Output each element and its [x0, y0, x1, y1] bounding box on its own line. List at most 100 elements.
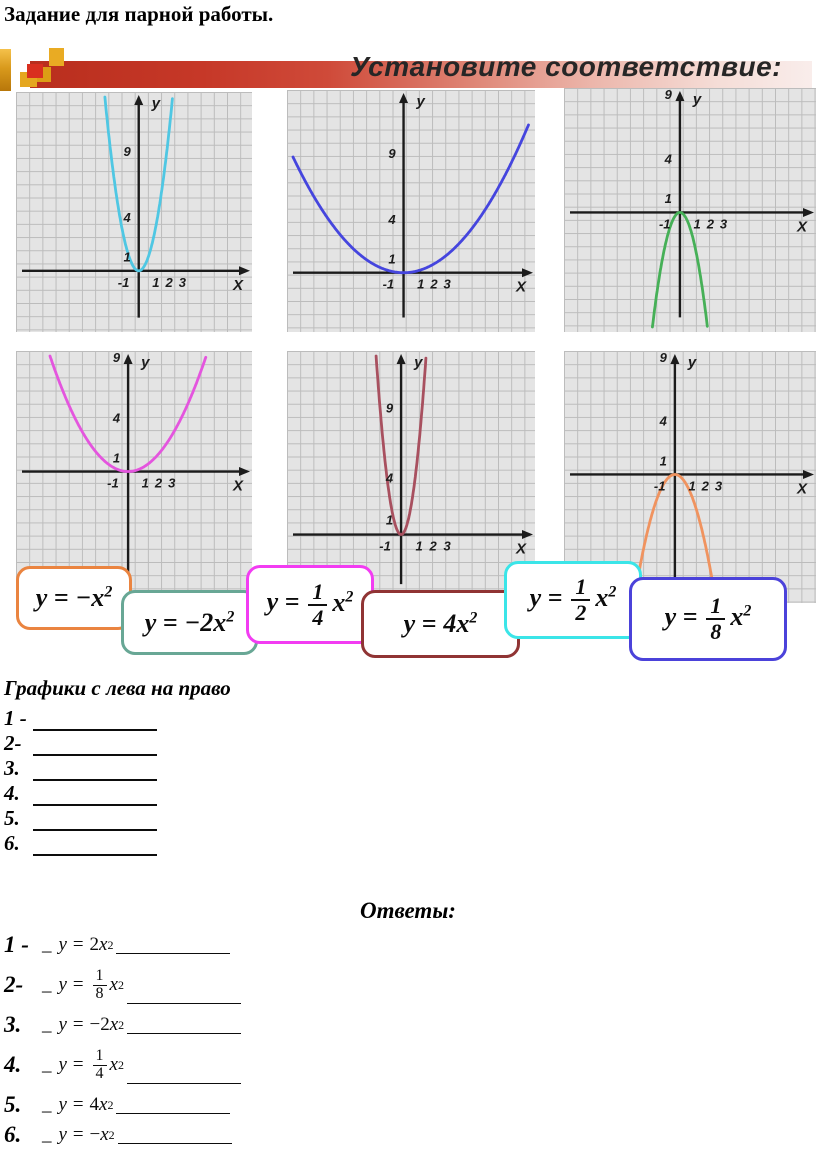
svg-text:1: 1	[694, 216, 701, 231]
svg-text:4: 4	[385, 471, 394, 486]
svg-text:X: X	[796, 480, 808, 497]
graph-list-item: 1 -	[4, 706, 424, 731]
item-number: 1 -	[4, 706, 27, 730]
item-number: 3.	[4, 1012, 22, 1037]
item-number: 6.	[4, 1122, 22, 1147]
card-equation: y = 4x2	[403, 609, 478, 638]
equation-card-4: y = 4x2	[361, 590, 520, 658]
blank-answer-line	[33, 709, 157, 731]
item-number: 4.	[4, 1052, 22, 1077]
svg-text:2: 2	[701, 478, 710, 493]
banner-gradient-bar	[30, 61, 812, 88]
item-number: 3.	[4, 756, 20, 780]
graph-list-item: 4.	[4, 781, 424, 806]
answer-equation: y = −2 x 2	[58, 1014, 125, 1035]
equation-card-2: y = −2x2	[121, 590, 258, 655]
svg-text:y: y	[151, 95, 161, 112]
svg-text:-1: -1	[659, 216, 671, 231]
svg-text:1: 1	[152, 275, 159, 290]
svg-text:3: 3	[168, 476, 176, 491]
answer-item: 5. _ y = 4 x 2	[4, 1090, 812, 1120]
svg-text:y: y	[687, 354, 697, 371]
svg-text:1: 1	[142, 476, 149, 491]
item-number: 5.	[4, 806, 20, 830]
answer-item: 3. _ y = −2 x 2	[4, 1010, 812, 1040]
blank-mark: _	[42, 1094, 52, 1115]
svg-text:3: 3	[444, 277, 452, 292]
svg-text:X: X	[232, 478, 244, 495]
blank-answer-line	[116, 1099, 231, 1114]
svg-text:-1: -1	[383, 277, 395, 292]
banner-red-square-decoration	[27, 64, 43, 78]
answers-heading: Ответы:	[360, 898, 456, 923]
blank-answer-line	[33, 834, 157, 856]
equation-card-1: y = −x2	[16, 566, 132, 630]
answer-equation: y = 1 8 x 2	[58, 966, 124, 1002]
card-equation: y = 1 2 x2	[529, 574, 617, 625]
blank-answer-line	[126, 1069, 241, 1084]
blank-mark: _	[42, 1124, 52, 1145]
card-equation: y = −2x2	[144, 607, 235, 637]
graph-list-item: 3.	[4, 756, 424, 781]
svg-text:X: X	[515, 279, 527, 296]
svg-text:9: 9	[113, 351, 121, 365]
svg-text:4: 4	[112, 411, 121, 426]
svg-text:4: 4	[664, 152, 673, 167]
svg-text:y: y	[413, 354, 423, 371]
blank-answer-line	[127, 1019, 242, 1034]
svg-text:1: 1	[417, 277, 424, 292]
item-number: 1 -	[4, 932, 29, 957]
answer-item: 6. _ y = − x 2	[4, 1120, 812, 1150]
svg-text:3: 3	[443, 539, 451, 554]
svg-text:4: 4	[659, 414, 668, 429]
svg-text:-1: -1	[118, 275, 130, 290]
svg-text:9: 9	[123, 144, 131, 159]
answer-equation: y = 2 x 2	[58, 934, 114, 955]
svg-text:2: 2	[154, 476, 163, 491]
page-title: Задание для парной работы.	[4, 2, 274, 26]
svg-text:1: 1	[113, 450, 120, 465]
svg-text:1: 1	[123, 250, 130, 265]
blank-mark: _	[42, 934, 52, 955]
graphs-left-to-right-section: Графики с лева на право 1 - 2- 3. 4. 5. …	[4, 676, 424, 856]
svg-text:2: 2	[428, 539, 437, 554]
svg-text:-1: -1	[107, 476, 119, 491]
svg-text:4: 4	[122, 210, 131, 225]
svg-text:1: 1	[388, 252, 395, 267]
graph-list-item: 2-	[4, 731, 424, 756]
banner-gold-square-decoration	[49, 48, 64, 66]
svg-text:1: 1	[665, 191, 672, 206]
svg-text:X: X	[515, 541, 527, 558]
answer-equation: y = 4 x 2	[58, 1094, 114, 1115]
svg-text:9: 9	[386, 401, 394, 416]
equation-card-3: y = 1 4 x2	[246, 565, 374, 644]
item-number: 6.	[4, 831, 20, 855]
banner-title: Установите соответствие:	[350, 51, 782, 82]
item-number: 2-	[4, 972, 24, 997]
svg-text:3: 3	[179, 275, 187, 290]
card-equation: y = −x2	[35, 583, 113, 612]
graph-list-item: 5.	[4, 806, 424, 831]
card-equation: y = 1 8 x2	[664, 593, 752, 644]
svg-text:-1: -1	[379, 539, 391, 554]
svg-text:-1: -1	[654, 478, 666, 493]
svg-text:9: 9	[665, 88, 673, 102]
svg-text:9: 9	[660, 351, 668, 365]
svg-text:3: 3	[720, 216, 728, 231]
answer-item: 1 - _ y = 2 x 2	[4, 930, 812, 960]
equation-card-5: y = 1 2 x2	[504, 561, 642, 639]
blank-mark: _	[42, 1014, 52, 1035]
equation-card-6: y = 1 8 x2	[629, 577, 787, 661]
graph-list-heading: Графики с лева на право	[4, 676, 231, 700]
svg-text:1: 1	[386, 513, 393, 528]
svg-text:1: 1	[415, 539, 422, 554]
svg-text:y: y	[416, 93, 426, 110]
item-number: 4.	[4, 781, 20, 805]
svg-text:3: 3	[715, 478, 723, 493]
blank-answer-line	[33, 809, 157, 831]
